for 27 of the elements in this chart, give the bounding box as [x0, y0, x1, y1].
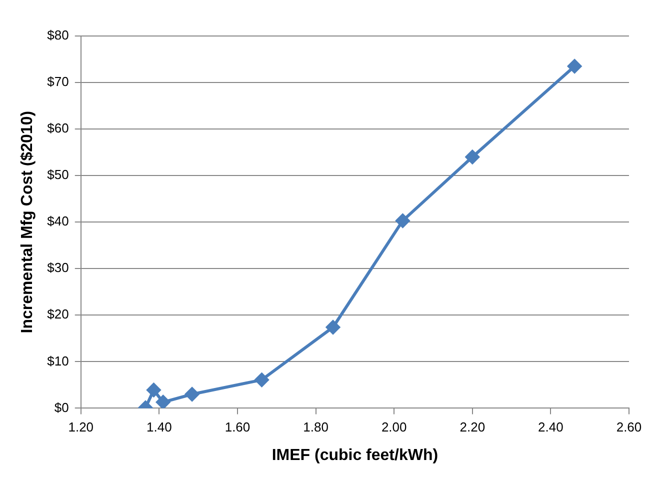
point — [326, 320, 340, 334]
point — [146, 383, 161, 398]
x-tick-label: 2.20 — [460, 420, 486, 435]
x-tick-label: 1.20 — [68, 420, 94, 435]
point — [396, 214, 410, 228]
x-tick-label: 1.60 — [224, 420, 250, 435]
y-tick-label: $60 — [47, 120, 69, 136]
x-tick-label: 2.00 — [381, 420, 407, 435]
point — [465, 150, 480, 164]
y-tick-label: $50 — [47, 167, 69, 182]
point — [156, 395, 170, 408]
x-tick-label: 1.80 — [303, 420, 328, 435]
x-tick-label: 2.40 — [538, 420, 564, 435]
y-tick-label: $80 — [47, 28, 69, 43]
x-tick-label: 1.40 — [146, 420, 172, 435]
point — [568, 59, 582, 74]
y-axis-title: Incremental Mfg Cost ($2010) — [19, 110, 36, 334]
x-tick-label: 2.60 — [616, 420, 642, 435]
x-axis-title: IMEF (cubic feet/kWh) — [272, 446, 438, 464]
y-tick-label: $40 — [47, 214, 69, 229]
point — [254, 372, 269, 387]
y-tick-label: $70 — [47, 74, 69, 90]
point — [185, 387, 200, 402]
y-tick-label: $20 — [47, 306, 69, 322]
y-tick-label: $30 — [47, 260, 69, 276]
y-tick-label: $0 — [54, 400, 69, 415]
y-tick-label: $10 — [47, 353, 69, 368]
